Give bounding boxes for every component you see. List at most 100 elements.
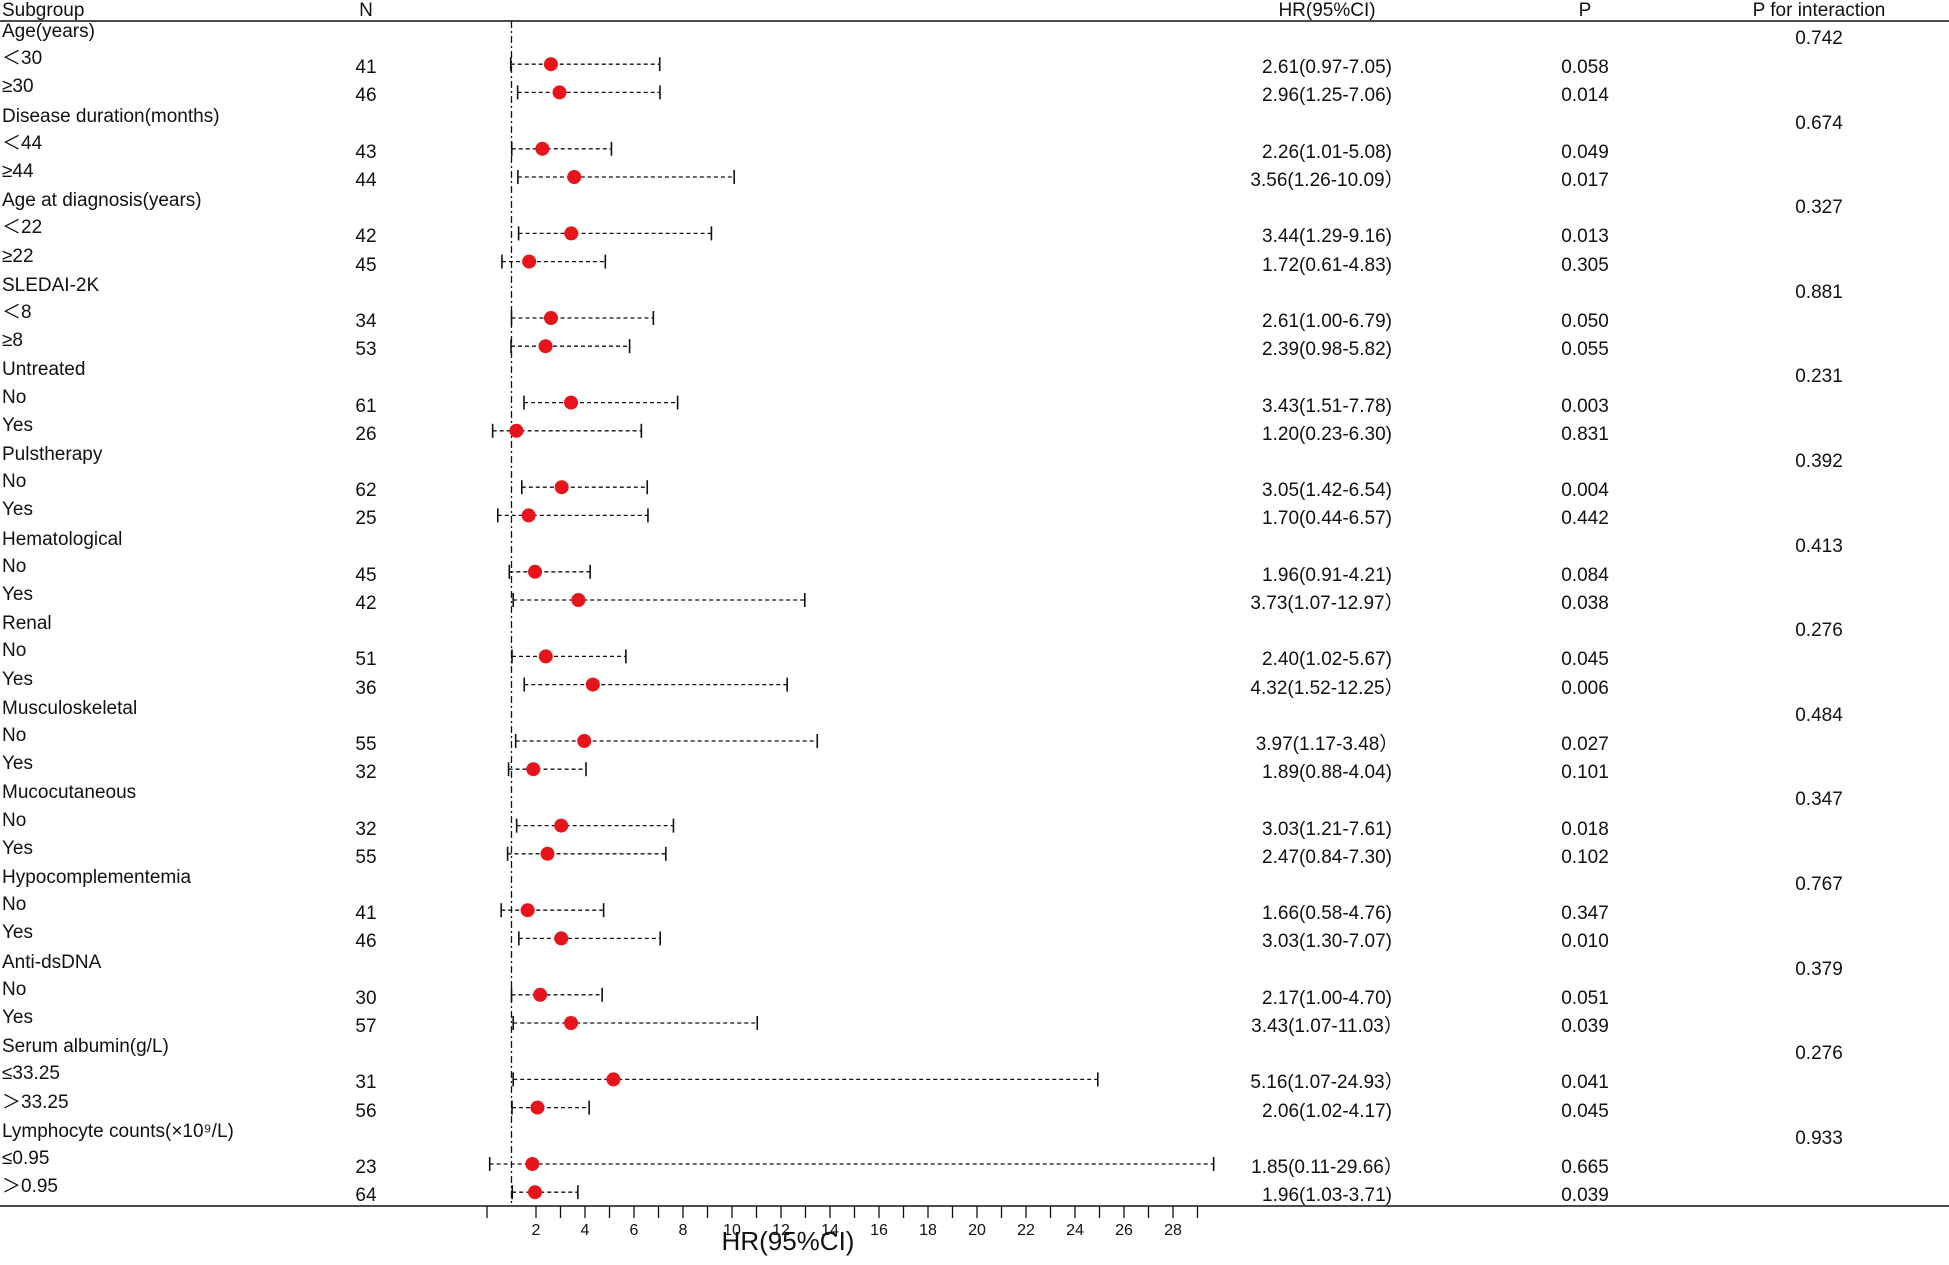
p-value: 0.038 [1561, 593, 1609, 614]
p-interaction-value: 0.742 [1795, 28, 1843, 49]
n-value: 45 [355, 564, 377, 586]
row-label: Yes [2, 584, 33, 605]
p-value: 0.010 [1561, 931, 1609, 953]
hr-point [525, 1157, 540, 1171]
group-label: Lymphocyte counts(×10⁹/L) [2, 1120, 234, 1142]
row-label: ≥22 [2, 245, 34, 267]
group-label: Hematological [2, 528, 123, 550]
row-label: ＜44 [2, 132, 43, 154]
hr-ci-text: 3.05(1.42-6.54) [1262, 480, 1392, 502]
p-value: 0.003 [1561, 395, 1609, 417]
row-label: ＜22 [2, 217, 43, 239]
header-p-interaction: P for interaction [1752, 0, 1886, 21]
row-label: No [2, 894, 27, 916]
x-tick-label: 6 [630, 1222, 639, 1239]
hr-ci-text: 2.26(1.01-5.08) [1262, 141, 1392, 163]
p-interaction-value: 0.881 [1795, 281, 1843, 303]
row-label: ≥44 [2, 161, 34, 182]
n-value: 42 [355, 593, 377, 614]
hr-ci-text: 4.32(1.52-12.25） [1250, 677, 1404, 699]
n-value: 41 [355, 903, 377, 925]
row-label: No [2, 725, 27, 746]
row-label: ≥8 [2, 330, 23, 352]
row-label: No [2, 978, 27, 1000]
x-tick-label: 4 [581, 1222, 590, 1239]
hr-point [533, 987, 548, 1002]
p-value: 0.665 [1561, 1157, 1609, 1178]
n-value: 57 [355, 1016, 377, 1037]
hr-point [530, 1100, 545, 1115]
hr-ci-text: 2.61(1.00-6.79) [1262, 311, 1392, 332]
n-value: 41 [355, 57, 377, 79]
hr-ci-text: 1.89(0.88-4.04) [1262, 762, 1392, 784]
p-value: 0.014 [1561, 85, 1609, 107]
hr-point [526, 762, 541, 777]
row-label: No [2, 640, 27, 662]
hr-ci-text: 1.96(0.91-4.21) [1262, 564, 1392, 586]
row-label: Yes [2, 922, 33, 944]
n-value: 44 [355, 170, 377, 191]
hr-ci-text: 1.85(0.11-29.66） [1251, 1157, 1403, 1178]
n-value: 62 [355, 480, 377, 502]
x-tick-label: 20 [968, 1222, 986, 1239]
hr-ci-text: 3.43(1.07-11.03） [1251, 1016, 1403, 1037]
hr-ci-text: 1.20(0.23-6.30) [1262, 423, 1392, 445]
hr-ci-text: 2.17(1.00-4.70) [1262, 987, 1392, 1009]
p-value: 0.006 [1561, 677, 1609, 699]
hr-point [564, 1016, 579, 1030]
group-label: Age at diagnosis(years) [2, 190, 202, 212]
n-value: 45 [355, 254, 377, 276]
p-value: 0.013 [1561, 226, 1609, 248]
header-subgroup: Subgroup [2, 0, 85, 21]
p-value: 0.050 [1561, 311, 1609, 332]
hr-point [535, 141, 550, 156]
group-label: Musculoskeletal [2, 697, 138, 719]
group-label: Renal [2, 613, 52, 635]
hr-ci-text: 3.43(1.51-7.78) [1262, 395, 1392, 417]
row-label: ＞0.95 [2, 1176, 58, 1198]
hr-ci-text: 2.40(1.02-5.67) [1262, 649, 1392, 671]
n-value: 32 [355, 762, 377, 784]
p-value: 0.039 [1561, 1016, 1609, 1037]
p-interaction-value: 0.674 [1795, 112, 1843, 134]
n-value: 55 [355, 846, 377, 868]
n-value: 36 [355, 677, 377, 699]
row-label: Yes [2, 1007, 33, 1028]
p-value: 0.102 [1561, 846, 1609, 868]
n-value: 55 [355, 734, 377, 755]
hr-ci-text: 3.03(1.30-7.07) [1262, 931, 1392, 953]
row-label: ＞33.25 [2, 1091, 69, 1113]
hr-point [540, 846, 555, 861]
hr-point [577, 734, 592, 748]
p-value: 0.101 [1561, 762, 1609, 784]
p-interaction-value: 0.327 [1795, 197, 1843, 219]
hr-point [543, 311, 558, 325]
group-label: Age(years) [2, 21, 95, 42]
n-value: 64 [355, 1185, 377, 1207]
hr-ci-text: 3.44(1.29-9.16) [1262, 226, 1392, 248]
n-value: 46 [355, 931, 377, 953]
group-label: Serum albumin(g/L) [2, 1036, 169, 1058]
p-value: 0.084 [1561, 564, 1609, 586]
x-tick-label: 22 [1017, 1222, 1035, 1239]
p-interaction-value: 0.933 [1795, 1127, 1843, 1149]
n-value: 51 [355, 649, 377, 671]
x-tick-label: 24 [1066, 1222, 1084, 1239]
p-value: 0.831 [1561, 423, 1609, 445]
group-label: SLEDAI-2K [2, 274, 100, 296]
hr-point [528, 1185, 543, 1200]
p-interaction-value: 0.276 [1795, 1043, 1843, 1065]
hr-point [564, 226, 579, 241]
row-label: No [2, 386, 27, 408]
row-label: No [2, 471, 27, 493]
row-label: ＜30 [2, 48, 43, 70]
row-label: ＜8 [2, 302, 32, 323]
row-label: ≤0.95 [2, 1148, 50, 1169]
group-label: Pulstherapy [2, 444, 103, 465]
n-value: 34 [355, 311, 377, 332]
row-label: Yes [2, 668, 33, 690]
x-tick-label: 2 [532, 1222, 541, 1239]
hr-point [521, 508, 536, 523]
x-tick-label: 14 [821, 1222, 839, 1239]
